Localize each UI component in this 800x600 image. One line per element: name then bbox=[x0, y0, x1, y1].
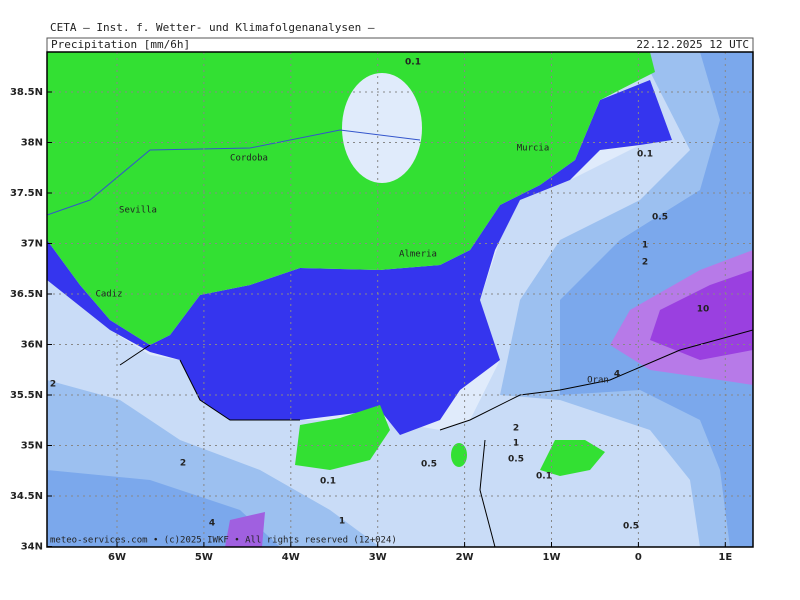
lat-label: 34.5N bbox=[10, 491, 43, 502]
contour-label: 0.1 bbox=[320, 477, 336, 487]
lat-label: 34N bbox=[21, 542, 43, 553]
contour-label: 4 bbox=[614, 370, 620, 380]
lon-label: 2W bbox=[456, 552, 474, 563]
contour-label: 4 bbox=[209, 519, 215, 529]
header-title: CETA – Inst. f. Wetter- und Klimafolgena… bbox=[50, 21, 375, 34]
field-strong-sw bbox=[47, 470, 280, 547]
contour-label: 0.1 bbox=[637, 150, 653, 160]
lat-label: 35.5N bbox=[10, 390, 43, 401]
city-label: Almeria bbox=[399, 250, 437, 260]
contour-label: 0.5 bbox=[508, 455, 524, 465]
lon-label: 6W bbox=[108, 552, 126, 563]
land-africa-1 bbox=[295, 405, 390, 470]
contour-label: 2 bbox=[180, 459, 186, 469]
city-label: Sevilla bbox=[119, 206, 157, 216]
lat-label: 35N bbox=[21, 441, 43, 452]
contour-label: 1 bbox=[513, 439, 519, 449]
lon-label: 0 bbox=[635, 552, 642, 563]
contour-label: 2 bbox=[513, 424, 519, 434]
lon-label: 1W bbox=[543, 552, 561, 563]
footer: meteo-services.com • (c)2025 IWKF • All … bbox=[50, 536, 397, 546]
lat-label: 37.5N bbox=[10, 188, 43, 199]
river bbox=[47, 129, 421, 216]
map-frame bbox=[46, 51, 754, 548]
land-africa-2 bbox=[540, 440, 605, 476]
borders bbox=[119, 329, 753, 547]
lat-label: 38N bbox=[21, 138, 43, 149]
contour-label: 0.1 bbox=[405, 58, 421, 68]
lat-label: 36N bbox=[21, 340, 43, 351]
city-label: Cordoba bbox=[230, 154, 268, 164]
variable-label: Precipitation [mm/6h] bbox=[51, 38, 190, 51]
city-label: Oran bbox=[587, 376, 609, 386]
lon-label: 4W bbox=[282, 552, 300, 563]
lat-label: 37N bbox=[21, 239, 43, 250]
lat-label: 38.5N bbox=[10, 87, 43, 98]
grid bbox=[47, 52, 753, 547]
contour-label: 1 bbox=[642, 241, 648, 251]
contour-label: 2 bbox=[50, 380, 56, 390]
city-label: Cadiz bbox=[95, 290, 122, 300]
valid-time: 22.12.2025 12 UTC bbox=[636, 38, 749, 51]
lat-label: 36.5N bbox=[10, 289, 43, 300]
contour-label: 0.5 bbox=[652, 213, 668, 223]
contour-label: 2 bbox=[642, 258, 648, 268]
lon-label: 3W bbox=[369, 552, 387, 563]
labels: 38.5N 38N 37.5N 37N 36.5N 36N 35.5N 35N 34.5N 34N… bbox=[10, 58, 732, 564]
lon-label: 5W bbox=[195, 552, 213, 563]
land-africa-3 bbox=[451, 443, 467, 467]
field-purple-sw bbox=[225, 512, 265, 547]
field-light-inland bbox=[342, 73, 422, 183]
contour-label: 1 bbox=[339, 517, 345, 527]
contour-label: 0.1 bbox=[536, 472, 552, 482]
map-area bbox=[47, 52, 753, 547]
field-sea-blue bbox=[47, 80, 672, 435]
land-spain bbox=[47, 52, 655, 345]
contour-label: 0.5 bbox=[623, 522, 639, 532]
lon-label: 1E bbox=[718, 552, 732, 563]
contour-label: 0.5 bbox=[421, 460, 437, 470]
city-label: Murcia bbox=[517, 144, 550, 154]
contour-label: 10 bbox=[697, 305, 710, 315]
